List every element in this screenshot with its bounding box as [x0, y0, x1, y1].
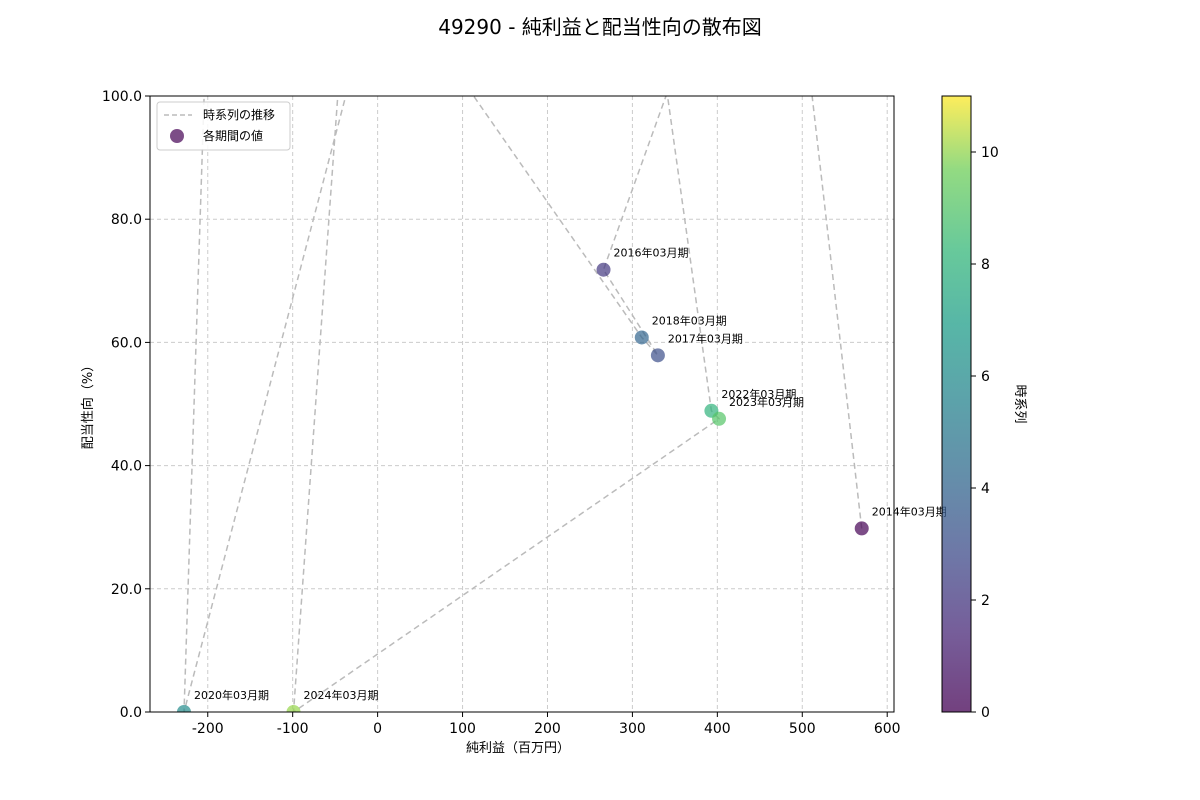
x-tick-label: 0 — [373, 721, 382, 737]
y-tick-label: 40.0 — [111, 459, 142, 475]
x-tick-label: 200 — [534, 721, 561, 737]
data-point-label: 2020年03月期 — [194, 688, 269, 702]
colorbar-tick-label: 0 — [981, 705, 990, 721]
data-point — [650, 348, 665, 363]
legend-marker-swatch — [170, 129, 184, 143]
colorbar-label: 時系列 — [1012, 384, 1027, 423]
points-group — [176, 262, 869, 712]
series-line-group — [183, 96, 863, 712]
x-tick-label: -200 — [192, 721, 224, 737]
y-axis-label: 配当性向（%） — [80, 359, 96, 449]
colorbar-tick-label: 6 — [981, 369, 990, 385]
y-tick-label: 100.0 — [102, 89, 142, 105]
colorbar-tick-label: 8 — [981, 257, 990, 273]
data-point-label: 2023年03月期 — [729, 395, 804, 409]
x-axis-label: 純利益（百万円） — [466, 741, 570, 756]
data-point-label: 2017年03月期 — [668, 331, 743, 345]
plot-frame — [149, 95, 895, 713]
colorbar-frame — [941, 95, 972, 713]
y-tick-label: 20.0 — [111, 582, 142, 598]
y-tick-label: 60.0 — [111, 335, 142, 351]
data-point — [854, 521, 869, 536]
x-tick-label: 600 — [874, 721, 901, 737]
x-tick-label: 300 — [619, 721, 646, 737]
data-point — [596, 262, 611, 277]
x-tick-label: 500 — [789, 721, 816, 737]
legend-entry-points: 各期間の値 — [203, 128, 263, 143]
data-point-label: 2014年03月期 — [872, 504, 947, 518]
colorbar-tick-label: 10 — [981, 145, 999, 161]
time-series-line — [183, 96, 863, 712]
chart-title: 49290 - 純利益と配当性向の散布図 — [438, 15, 762, 39]
data-point — [712, 411, 727, 426]
x-axis-ticks: -200 -100 0 100 200 300 400 500 600 — [192, 712, 901, 737]
colorbar-tick-label: 4 — [981, 481, 990, 497]
colorbar-tick-label: 2 — [981, 593, 990, 609]
colorbar-gradient — [942, 96, 971, 712]
y-tick-label: 0.0 — [120, 705, 142, 721]
data-point-label: 2016年03月期 — [614, 246, 689, 260]
x-tick-label: -100 — [277, 721, 309, 737]
data-point-label: 2022年03月期 — [721, 387, 796, 401]
legend: 時系列の推移 各期間の値 — [156, 101, 291, 151]
legend-box — [156, 101, 291, 151]
x-tick-label: 400 — [704, 721, 731, 737]
legend-entry-line: 時系列の推移 — [203, 108, 275, 122]
data-point-label: 2018年03月期 — [652, 313, 727, 327]
data-point — [176, 705, 191, 712]
y-tick-label: 80.0 — [111, 212, 142, 228]
colorbar-ticks: 0 2 4 6 8 10 — [971, 145, 999, 721]
colorbar: 0 2 4 6 8 10 時系列 — [941, 95, 1027, 721]
y-axis-ticks: 0.0 20.0 40.0 60.0 80.0 100.0 — [102, 89, 150, 721]
point-labels-group: 2014年03月期 2016年03月期 2017年03月期 2018年03月期 2020… — [194, 246, 947, 702]
data-point-label: 2024年03月期 — [304, 688, 379, 702]
x-tick-label: 100 — [449, 721, 476, 737]
data-point — [634, 330, 649, 345]
data-point — [286, 705, 301, 712]
